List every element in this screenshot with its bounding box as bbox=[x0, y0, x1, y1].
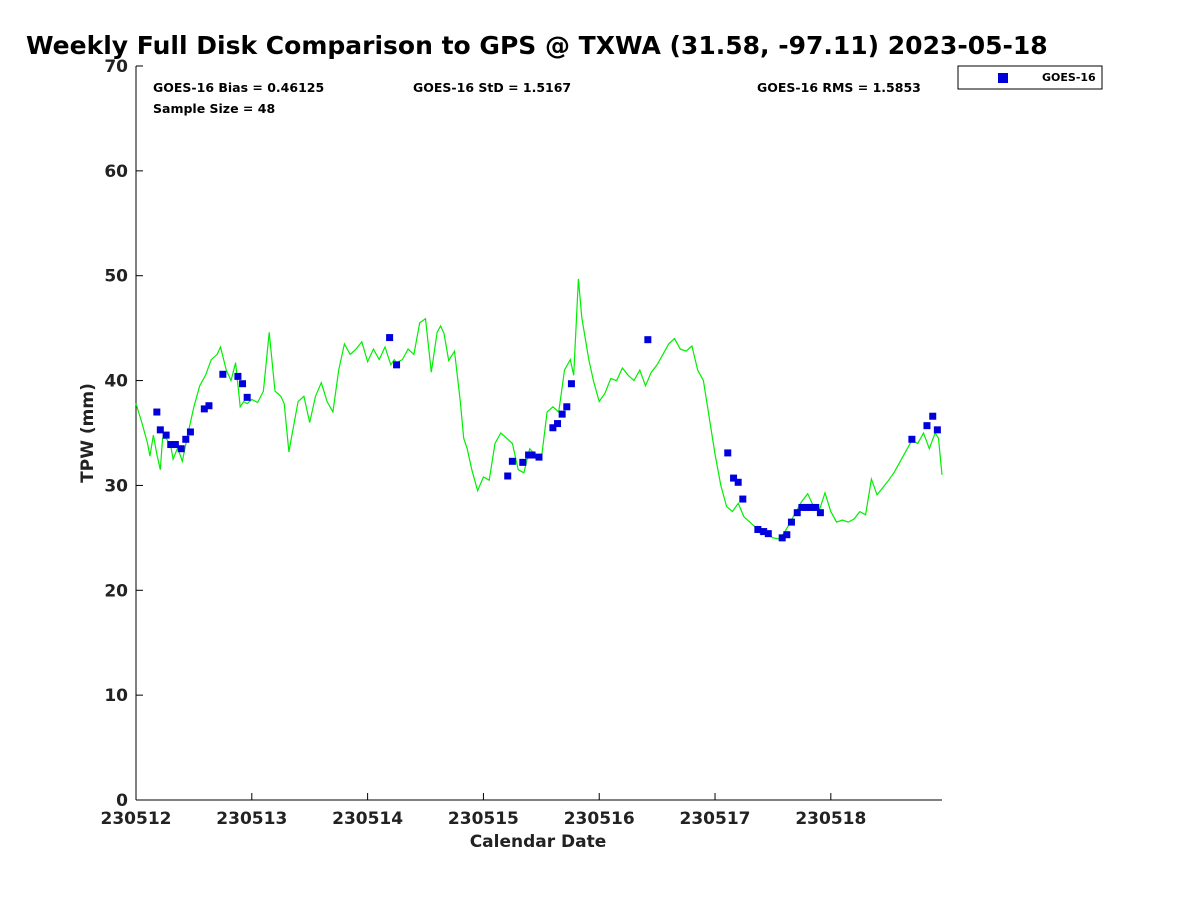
goes-point bbox=[554, 420, 562, 428]
x-tick-label: 230516 bbox=[564, 809, 635, 829]
legend-box bbox=[957, 65, 1103, 90]
goes-point bbox=[929, 412, 937, 420]
goes-point bbox=[234, 372, 242, 380]
y-axis-label: TPW (mm) bbox=[78, 383, 98, 483]
goes-point bbox=[739, 495, 747, 503]
goes-point bbox=[162, 431, 170, 439]
y-tick-label: 50 bbox=[104, 267, 128, 287]
goes-point bbox=[783, 531, 791, 539]
goes-point bbox=[549, 424, 557, 432]
goes-point bbox=[219, 370, 227, 378]
y-tick-label: 10 bbox=[104, 686, 128, 706]
goes-point bbox=[177, 445, 185, 453]
x-axis-ticks: 230512 230513 230514 230515 230516 230517 2305… bbox=[101, 793, 866, 829]
goes-point bbox=[156, 426, 164, 434]
goes-point bbox=[807, 503, 815, 511]
y-tick-label: 0 bbox=[116, 791, 128, 811]
goes-point bbox=[528, 451, 536, 459]
goes-point bbox=[508, 457, 516, 465]
goes-point bbox=[393, 361, 401, 369]
y-tick-label: 40 bbox=[104, 372, 128, 392]
x-tick-label: 230512 bbox=[101, 809, 172, 829]
goes-point bbox=[504, 472, 512, 480]
goes-point bbox=[386, 334, 394, 342]
goes-point bbox=[239, 380, 247, 388]
bias-stat: GOES-16 Bias = 0.46125 bbox=[153, 80, 324, 95]
y-tick-label: 60 bbox=[104, 162, 128, 182]
goes-point bbox=[754, 525, 762, 533]
x-axis-label: Calendar Date bbox=[470, 832, 607, 852]
plot-area: 0 10 20 30 40 50 60 70 230512 230513 230514 230515… bbox=[101, 57, 943, 829]
goes-point bbox=[153, 408, 161, 416]
goes-point bbox=[812, 503, 820, 511]
goes-point bbox=[778, 534, 786, 542]
rms-stat: GOES-16 RMS = 1.5853 bbox=[757, 80, 921, 95]
chart-title: Weekly Full Disk Comparison to GPS @ TXW… bbox=[26, 31, 1048, 60]
goes-point bbox=[816, 509, 824, 517]
gps-series bbox=[135, 278, 943, 540]
x-tick-label: 230518 bbox=[795, 809, 866, 829]
goes-point bbox=[724, 449, 732, 457]
x-tick-label: 230514 bbox=[332, 809, 403, 829]
goes-point bbox=[734, 478, 742, 486]
goes-point bbox=[243, 393, 251, 401]
y-tick-label: 70 bbox=[104, 57, 128, 77]
goes-point bbox=[798, 503, 806, 511]
goes-point bbox=[519, 458, 527, 466]
goes-point bbox=[171, 441, 179, 449]
goes-point bbox=[644, 336, 652, 344]
goes-point bbox=[200, 405, 208, 413]
y-tick-label: 30 bbox=[104, 476, 128, 496]
x-tick-label: 230513 bbox=[216, 809, 287, 829]
goes-point bbox=[567, 380, 575, 388]
goes-point bbox=[182, 435, 190, 443]
goes-point bbox=[167, 441, 175, 449]
goes-point bbox=[558, 410, 566, 418]
goes-point bbox=[760, 528, 768, 536]
legend-label-goes: GOES-16 bbox=[1042, 71, 1096, 84]
goes-point bbox=[205, 402, 213, 410]
goes-point bbox=[803, 503, 811, 511]
goes-point bbox=[186, 428, 194, 436]
gps-line bbox=[135, 278, 943, 540]
goes-point bbox=[535, 453, 543, 461]
goes-point bbox=[563, 403, 571, 411]
goes-point bbox=[923, 422, 931, 430]
goes-point bbox=[793, 509, 801, 517]
legend: GOES-16 bbox=[957, 65, 1103, 90]
std-stat: GOES-16 StD = 1.5167 bbox=[413, 80, 571, 95]
goes-point bbox=[730, 474, 738, 482]
goes-point bbox=[933, 426, 941, 434]
plot-frame bbox=[136, 66, 942, 800]
goes-point bbox=[908, 435, 916, 443]
x-tick-label: 230515 bbox=[448, 809, 519, 829]
legend-marker-goes bbox=[998, 73, 1008, 83]
goes-point bbox=[787, 518, 795, 526]
goes-series bbox=[153, 334, 941, 542]
goes-point bbox=[764, 530, 772, 538]
x-tick-label: 230517 bbox=[680, 809, 751, 829]
y-axis-ticks: 0 10 20 30 40 50 60 70 bbox=[104, 57, 143, 811]
y-tick-label: 20 bbox=[104, 581, 128, 601]
sample-size-stat: Sample Size = 48 bbox=[153, 101, 275, 116]
